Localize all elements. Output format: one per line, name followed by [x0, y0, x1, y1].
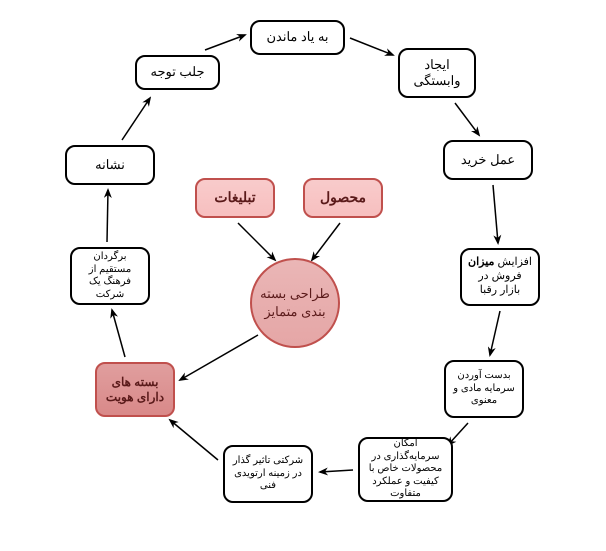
arrow — [320, 470, 353, 472]
node-remember: به یاد ماندن — [250, 20, 345, 55]
node-ads: تبلیغات — [195, 178, 275, 218]
arrow — [490, 311, 500, 355]
arrow — [238, 223, 275, 260]
node-identity-packs: بسته های دارای هویت — [95, 362, 175, 417]
label: به یاد ماندن — [266, 29, 328, 45]
arrow — [350, 38, 393, 55]
label: بدست آوردن سرمایه مادی و معنوی — [452, 370, 516, 408]
arrow — [112, 310, 125, 357]
node-center-distinctive-packaging: طراحی بسته بندی متمایز — [250, 258, 340, 348]
arrow — [107, 190, 108, 242]
label: برگردان مستقیم از فرهنگ یک شرکت — [78, 251, 142, 301]
arrow — [205, 35, 245, 50]
node-capital: بدست آوردن سرمایه مادی و معنوی — [444, 360, 524, 418]
arrow — [455, 103, 479, 135]
node-sign: نشانه — [65, 145, 155, 185]
node-attention: جلب توجه — [135, 55, 220, 90]
label: محصول — [320, 189, 366, 207]
label: طراحی بسته بندی متمایز — [252, 285, 338, 320]
label: عمل خرید — [461, 152, 515, 168]
node-product: محصول — [303, 178, 383, 218]
label: امکان سرمایه‌گذاری در محصولات خاص با کیف… — [366, 438, 445, 501]
node-direct-culture: برگردان مستقیم از فرهنگ یک شرکت — [70, 247, 150, 305]
node-invest: امکان سرمایه‌گذاری در محصولات خاص با کیف… — [358, 437, 453, 502]
node-sales-increase: افزایش میزان فروش در بازار رقبا — [460, 248, 540, 306]
arrow — [493, 185, 498, 243]
node-purchase: عمل خرید — [443, 140, 533, 180]
label: شرکتی تاثیر گذار در زمینه ارتویدی فنی — [231, 455, 305, 493]
label: ایجاد وابستگی — [406, 57, 468, 90]
label: افزایش میزان فروش در بازار رقبا — [468, 256, 532, 297]
arrow — [170, 420, 218, 460]
arrow — [122, 98, 150, 140]
arrow — [312, 223, 340, 260]
node-dependency: ایجاد وابستگی — [398, 48, 476, 98]
label: جلب توجه — [150, 64, 204, 80]
label: تبلیغات — [214, 189, 255, 207]
label: بسته های دارای هویت — [103, 375, 167, 405]
label: نشانه — [95, 157, 125, 173]
node-tech-influence: شرکتی تاثیر گذار در زمینه ارتویدی فنی — [223, 445, 313, 503]
arrow — [180, 335, 258, 380]
